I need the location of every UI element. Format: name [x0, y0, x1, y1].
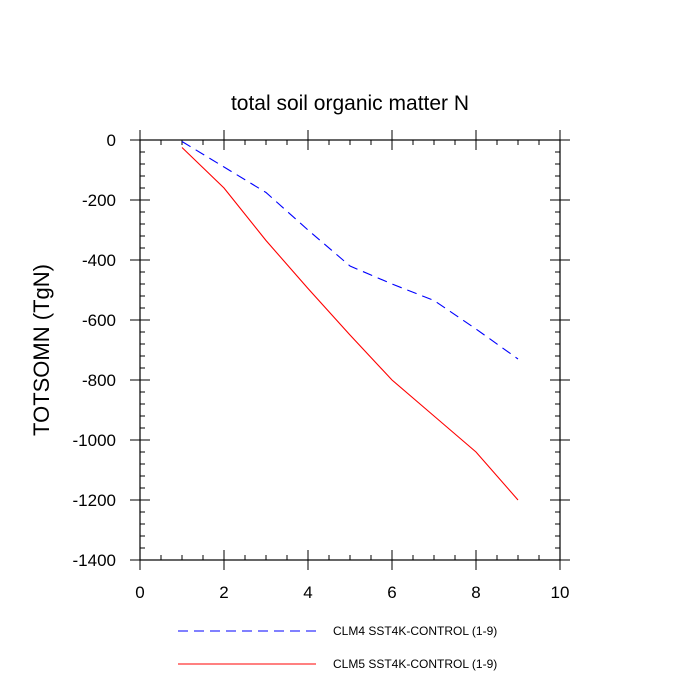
- y-tick-label: -800: [82, 371, 116, 390]
- axis-ticks: [130, 130, 570, 570]
- y-axis-label: TOTSOMN (TgN): [29, 264, 54, 436]
- plot-frame: [139, 139, 561, 561]
- legend-label-clm4: CLM4 SST4K-CONTROL (1-9): [333, 624, 497, 638]
- x-tick-labels: 0 2 4 6 8 10: [135, 583, 569, 602]
- y-tick-label: -1200: [73, 491, 116, 510]
- y-tick-label: 0: [107, 131, 116, 150]
- y-tick-label: -1400: [73, 551, 116, 570]
- y-tick-labels: 0 -200 -400 -600 -800 -1000 -1200 -1400: [73, 131, 116, 570]
- series-line-clm4: [181, 141, 519, 360]
- legend: CLM4 SST4K-CONTROL (1-9) CLM5 SST4K-CONTR…: [178, 624, 497, 671]
- series-line-clm5: [181, 147, 519, 501]
- y-tick-label: -1000: [73, 431, 116, 450]
- y-tick-label: -200: [82, 191, 116, 210]
- chart-title: total soil organic matter N: [231, 92, 469, 115]
- x-tick-label: 0: [135, 583, 144, 602]
- x-tick-label: 6: [387, 583, 396, 602]
- y-tick-label: -400: [82, 251, 116, 270]
- x-tick-label: 2: [219, 583, 228, 602]
- data-series: [181, 141, 519, 501]
- x-tick-label: 8: [471, 583, 480, 602]
- x-tick-label: 4: [303, 583, 312, 602]
- x-tick-label: 10: [551, 583, 570, 602]
- y-tick-label: -600: [82, 311, 116, 330]
- legend-label-clm5: CLM5 SST4K-CONTROL (1-9): [333, 657, 497, 671]
